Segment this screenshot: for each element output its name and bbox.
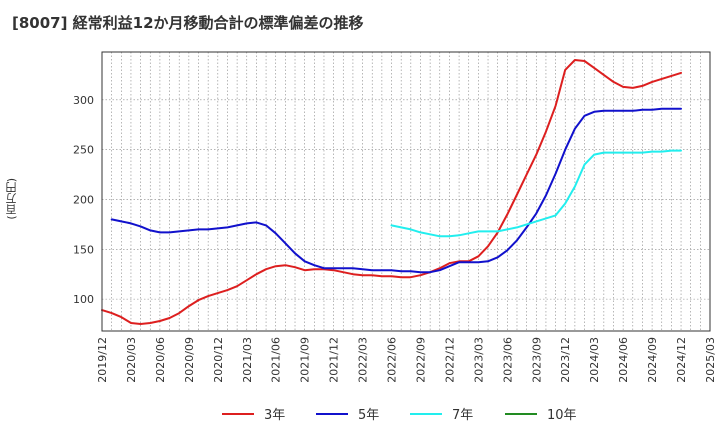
- x-ticks: 2019/12 2020/03 2020/06 2020/09 2020/12 2021/…: [96, 337, 717, 383]
- x-tick-label: 2020/09: [183, 337, 196, 383]
- legend-label: 10年: [547, 408, 577, 423]
- series-lines: [101, 59, 682, 325]
- y-tick-label: 200: [73, 193, 94, 206]
- legend-item: 3年: [222, 408, 285, 423]
- legend-item: 5年: [316, 408, 379, 423]
- legend-label: 7年: [452, 408, 473, 423]
- series-line-1: [101, 59, 682, 325]
- x-tick-label: 2020/12: [212, 337, 225, 383]
- legend-label: 5年: [358, 408, 379, 423]
- legend-label: 3年: [264, 408, 285, 423]
- x-tick-label: 2024/06: [617, 337, 630, 383]
- x-tick-label: 2022/09: [414, 337, 427, 383]
- x-tick-label: 2020/06: [154, 337, 167, 383]
- legend-item: 7年: [410, 408, 473, 423]
- y-tick-label: 300: [73, 94, 94, 107]
- x-tick-label: 2021/09: [299, 337, 312, 383]
- y-ticks: 100 150 200 250 300: [73, 94, 94, 306]
- x-tick-label: 2021/06: [270, 337, 283, 383]
- x-tick-label: 2020/03: [125, 337, 138, 383]
- y-tick-label: 100: [73, 293, 94, 306]
- legend: 3年 5年 7年 10年: [222, 408, 577, 423]
- x-tick-label: 2023/03: [472, 337, 485, 383]
- x-tick-label: 2023/09: [530, 337, 543, 383]
- x-tick-label: 2023/06: [501, 337, 514, 383]
- x-tick-label: 2022/03: [357, 337, 370, 383]
- x-tick-label: 2024/09: [646, 337, 659, 383]
- x-tick-label: 2023/12: [559, 337, 572, 383]
- chart-title: [8007] 経常利益12か月移動合計の標準偏差の推移: [12, 14, 364, 32]
- x-tick-label: 2025/03: [704, 337, 717, 383]
- y-tick-label: 250: [73, 144, 94, 157]
- x-tick-label: 2022/12: [443, 337, 456, 383]
- x-tick-label: 2021/03: [241, 337, 254, 383]
- series-line-3: [390, 149, 682, 238]
- grid: [101, 52, 711, 331]
- x-tick-label: 2021/12: [328, 337, 341, 383]
- x-tick-label: 2024/12: [675, 337, 688, 383]
- series-line-2: [110, 107, 682, 274]
- x-tick-label: 2024/03: [588, 337, 601, 383]
- legend-item: 10年: [505, 408, 577, 423]
- plot-frame: [101, 51, 711, 332]
- x-tick-label: 2022/06: [386, 337, 399, 383]
- y-tick-label: 150: [73, 243, 94, 256]
- x-tick-label: 2019/12: [96, 337, 109, 383]
